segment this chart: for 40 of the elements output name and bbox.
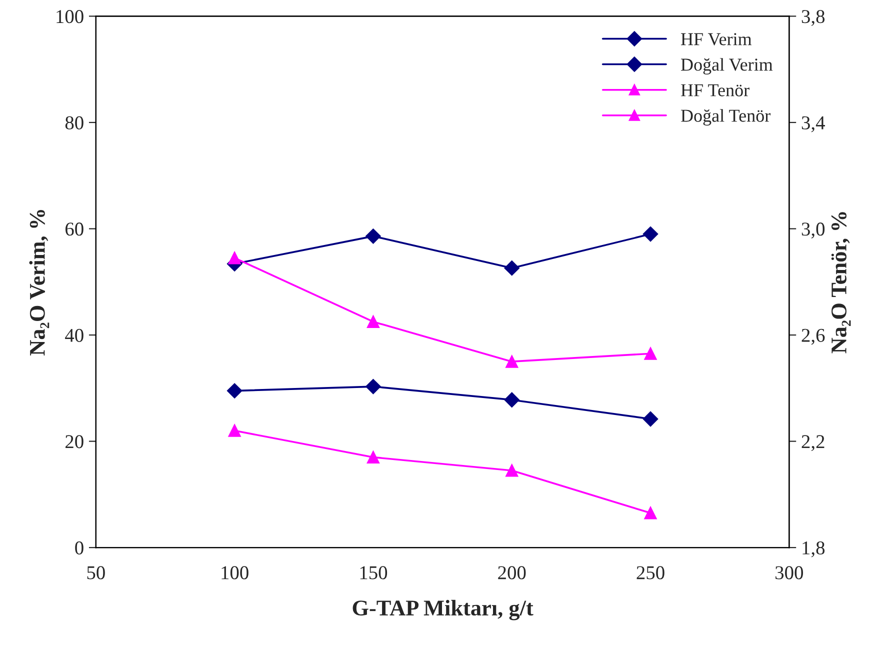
- y2-tick-label: 3,0: [802, 222, 825, 238]
- point: [366, 228, 381, 244]
- point: [506, 355, 518, 368]
- x-axis-title: G-TAP Miktarı, g/t: [352, 600, 534, 620]
- x-tick-label: 200: [498, 566, 526, 580]
- x-tick-label: 100: [222, 566, 248, 580]
- y-tick-label: 60: [66, 222, 84, 236]
- y2-tick-label: 2,6: [802, 328, 825, 345]
- y2-axis-title: Na₂O Tenör, %: [831, 212, 851, 354]
- point: [644, 347, 657, 360]
- point: [504, 260, 520, 276]
- point: [366, 315, 380, 328]
- y-tick-label: 20: [66, 435, 84, 448]
- legend-label: Doğal Verim: [680, 58, 773, 74]
- point: [228, 252, 241, 264]
- legend-label: HF Tenör: [680, 84, 750, 96]
- y2-tick-label: 2,2: [802, 435, 824, 452]
- point: [642, 411, 658, 427]
- x-tick-label: 250: [636, 566, 664, 580]
- point: [227, 383, 242, 398]
- y-tick-label: 0: [75, 541, 84, 554]
- point: [228, 424, 241, 437]
- y-tick-label: 40: [65, 328, 84, 342]
- x-tick-label: 50: [87, 566, 105, 580]
- y2-tick-label: 1,8: [802, 541, 825, 558]
- y2-tick-label: 3,4: [802, 116, 825, 132]
- y2-tick-label: 3,8: [802, 10, 825, 26]
- legend-label: HF Verim: [680, 33, 752, 46]
- y-tick-label: 80: [65, 116, 84, 130]
- x-tick-label: 300: [776, 566, 803, 580]
- point: [504, 392, 520, 408]
- legend-label: Doğal Tenör: [680, 109, 770, 126]
- point: [506, 464, 518, 477]
- y-axis-title: Na₂O Verim, %: [29, 210, 50, 356]
- x-tick-label: 150: [360, 566, 388, 580]
- point: [644, 506, 657, 520]
- y-tick-label: 100: [56, 10, 84, 24]
- point: [366, 378, 381, 394]
- point: [366, 450, 380, 464]
- point: [642, 226, 658, 242]
